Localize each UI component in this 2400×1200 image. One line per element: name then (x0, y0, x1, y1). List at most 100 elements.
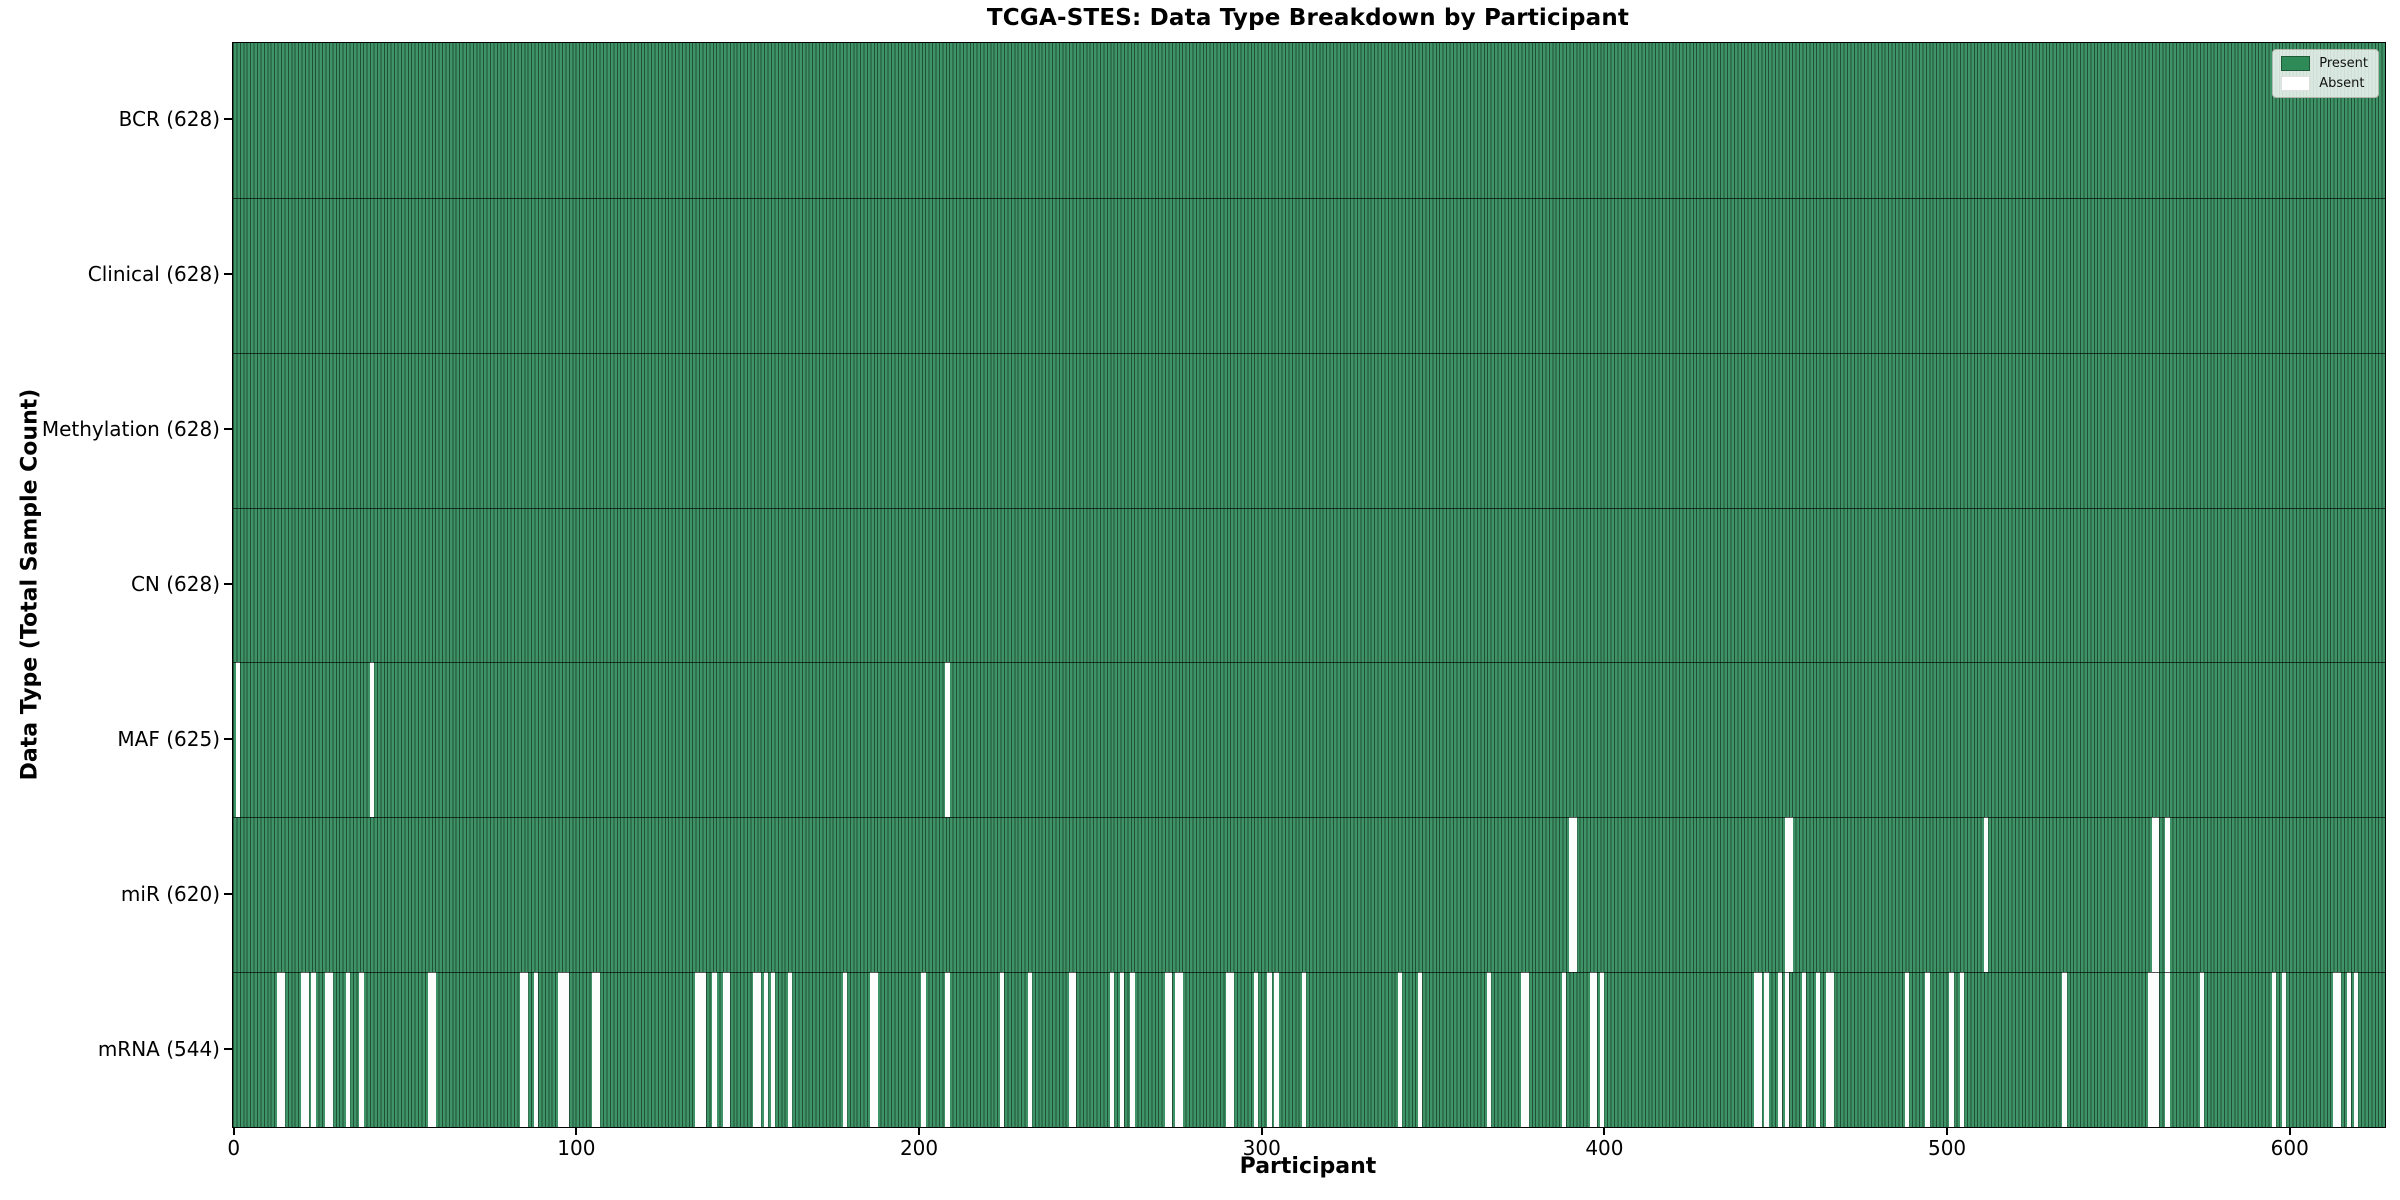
absent-stripe (1267, 972, 1272, 1127)
absent-stripe (523, 972, 529, 1127)
absent-stripe (2333, 972, 2338, 1127)
absent-stripe (520, 972, 525, 1127)
absent-stripe (1569, 817, 1574, 973)
absent-stripe (1524, 972, 1529, 1127)
x-tick-mark (1603, 1127, 1606, 1135)
absent-stripe (945, 972, 950, 1127)
absent-stripe (328, 972, 333, 1127)
absent-stripe (2148, 972, 2153, 1127)
absent-stripe (756, 972, 762, 1127)
x-tick-mark (1946, 1127, 1949, 1135)
absent-stripe (564, 972, 570, 1127)
absent-stripe (2271, 972, 2276, 1127)
absent-stripe (1593, 972, 1598, 1127)
absent-stripe (1229, 972, 1234, 1127)
row-maf (233, 662, 2385, 818)
absent-stripe (1130, 972, 1135, 1127)
absent-stripe (1072, 972, 1077, 1127)
legend-absent-swatch (2281, 76, 2311, 91)
absent-stripe (763, 972, 768, 1127)
absent-stripe (1274, 972, 1279, 1127)
absent-stripe (770, 972, 775, 1127)
row-methylation (233, 352, 2385, 508)
y-tick-mark (224, 583, 232, 585)
absent-stripe (1925, 972, 1930, 1127)
legend-present-swatch (2281, 56, 2311, 71)
absent-stripe (345, 972, 350, 1127)
chart-title: TCGA-STES: Data Type Breakdown by Partic… (986, 5, 1630, 31)
absent-stripe (722, 972, 727, 1127)
absent-stripe (1120, 972, 1125, 1127)
row-bcr (233, 43, 2385, 198)
absent-stripe (2155, 972, 2160, 1127)
row-clinical (233, 197, 2385, 353)
absent-stripe (1959, 972, 1964, 1127)
absent-stripe (369, 662, 374, 818)
absent-stripe (431, 972, 436, 1127)
row-separator (233, 817, 2385, 819)
x-tick-mark (575, 1127, 578, 1135)
absent-stripe (2199, 972, 2204, 1127)
absent-stripe (301, 972, 306, 1127)
x-axis-label: Participant (1239, 1154, 1377, 1179)
absent-stripe (1027, 972, 1032, 1127)
absent-stripe (2165, 817, 2170, 973)
absent-stripe (1815, 972, 1820, 1127)
absent-stripe (698, 972, 703, 1127)
x-tick-label-200: 200 (899, 1136, 939, 1160)
row-mir (233, 817, 2385, 973)
absent-stripe (921, 972, 926, 1127)
absent-stripe (2353, 972, 2358, 1127)
x-tick-mark (232, 1127, 235, 1135)
absent-stripe (1904, 972, 1910, 1127)
absent-stripe (561, 972, 566, 1127)
absent-stripe (1764, 972, 1769, 1127)
absent-stripe (592, 972, 597, 1127)
absent-stripe (1418, 972, 1423, 1127)
absent-stripe (1164, 972, 1169, 1127)
row-separator (233, 507, 2385, 509)
absent-stripe (2151, 817, 2156, 973)
row-separator (233, 662, 2385, 664)
absent-stripe (1589, 972, 1594, 1127)
plot-area: Present Absent (232, 42, 2386, 1128)
absent-stripe (280, 972, 285, 1127)
absent-stripe (1562, 972, 1567, 1127)
absent-stripe (2165, 972, 2170, 1127)
y-tick-label-mrna: mRNA (544) (97, 1036, 220, 1061)
absent-stripe (1174, 972, 1180, 1127)
y-tick-label-methylation: Methylation (628) (41, 417, 220, 442)
absent-stripe (277, 972, 282, 1127)
absent-stripe (1784, 817, 1790, 973)
x-tick-mark (918, 1127, 921, 1135)
absent-stripe (1778, 972, 1783, 1127)
absent-stripe (2151, 972, 2156, 1127)
absent-stripe (753, 972, 758, 1127)
absent-stripe (1829, 972, 1834, 1127)
absent-stripe (1826, 972, 1831, 1127)
x-tick-mark (2288, 1127, 2291, 1135)
absent-stripe (2281, 972, 2287, 1127)
absent-stripe (1253, 972, 1258, 1127)
absent-stripe (787, 972, 792, 1127)
absent-stripe (1000, 972, 1005, 1127)
y-tick-label-maf: MAF (625) (117, 726, 220, 751)
y-tick-mark (224, 118, 232, 121)
absent-stripe (1754, 972, 1759, 1127)
absent-stripe (1109, 972, 1115, 1127)
absent-stripe (1599, 972, 1605, 1127)
absent-stripe (1949, 972, 1954, 1127)
x-tick-mark (1260, 1127, 1263, 1135)
x-tick-label-600: 600 (2270, 1136, 2309, 1160)
absent-stripe (1486, 972, 1491, 1127)
x-tick-label-0: 0 (227, 1136, 241, 1160)
absent-stripe (236, 662, 241, 818)
absent-stripe (558, 972, 563, 1127)
absent-stripe (2062, 972, 2067, 1127)
legend: Present Absent (2272, 49, 2379, 98)
legend-entry-present: Present (2281, 56, 2368, 71)
row-cn (233, 507, 2385, 663)
absent-stripe (534, 972, 539, 1127)
absent-stripe (702, 972, 707, 1127)
